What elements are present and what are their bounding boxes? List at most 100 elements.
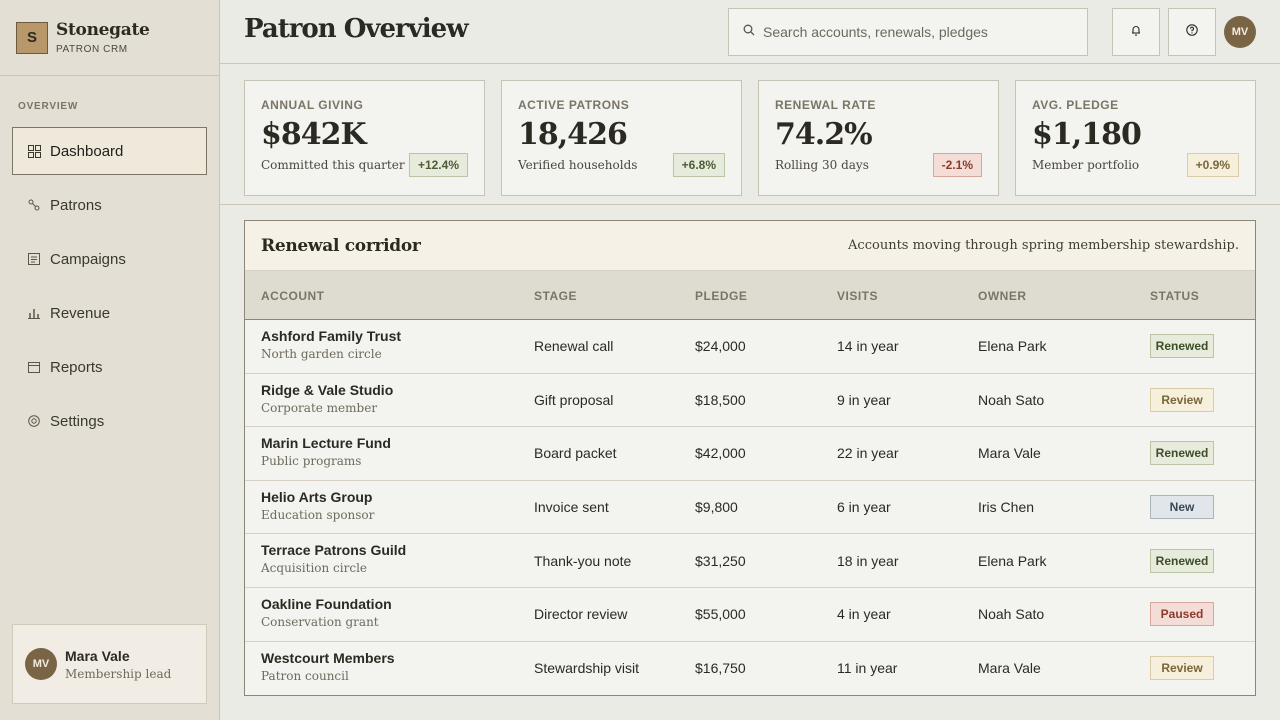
card-header: Renewal corridor Accounts moving through…	[245, 221, 1255, 271]
kpi-label: ANNUAL GIVING	[261, 98, 364, 112]
sidebar-item-label: Reports	[50, 358, 103, 376]
column-header-stage[interactable]: STAGE	[534, 289, 577, 303]
status-badge: Renewed	[1150, 548, 1214, 573]
visits-cell: 9 in year	[837, 391, 891, 408]
header-avatar[interactable]: MV	[1224, 16, 1256, 48]
kpi-subtitle: Verified households	[518, 158, 638, 172]
table-row[interactable]: Ashford Family Trust North garden circle …	[245, 320, 1255, 374]
sidebar-item-label: Patrons	[50, 196, 102, 214]
status-badge: Renewed	[1150, 334, 1214, 359]
help-icon	[1186, 23, 1198, 41]
account-name[interactable]: Marin Lecture Fund	[261, 435, 391, 452]
sidebar-nav: Dashboard Patrons Campaigns Revenue Repo…	[12, 127, 207, 451]
search-input[interactable]	[763, 24, 1083, 40]
column-header-visits[interactable]: VISITS	[837, 289, 879, 303]
table-row[interactable]: Helio Arts Group Education sponsor Invoic…	[245, 481, 1255, 535]
kpi-value: 18,426	[518, 117, 628, 152]
sidebar-item-label: Revenue	[50, 304, 111, 322]
sidebar-item-reports[interactable]: Reports	[12, 343, 207, 391]
sidebar: S Stonegate PATRON CRM OVERVIEW Dashboar…	[0, 0, 220, 720]
column-header-account[interactable]: ACCOUNT	[261, 289, 325, 303]
account-name[interactable]: Ridge & Vale Studio	[261, 381, 394, 398]
sidebar-item-label: Campaigns	[50, 250, 126, 268]
visits-cell: 22 in year	[837, 445, 899, 462]
visits-cell: 6 in year	[837, 499, 891, 516]
column-header-pledge[interactable]: PLEDGE	[695, 289, 748, 303]
kpi-card-renewal-rate[interactable]: RENEWAL RATE 74.2% Rolling 30 days -2.1%	[758, 80, 999, 196]
sidebar-item-campaigns[interactable]: Campaigns	[12, 235, 207, 283]
top-header: Patron Overview MV	[220, 0, 1280, 64]
owner-cell: Mara Vale	[978, 445, 1041, 462]
grid-icon	[27, 144, 41, 158]
visits-cell: 11 in year	[837, 660, 898, 677]
brand-name: Stonegate	[56, 20, 150, 40]
visits-cell: 18 in year	[837, 552, 899, 569]
sidebar-item-settings[interactable]: Settings	[12, 397, 207, 445]
card-title: Renewal corridor	[261, 235, 421, 256]
owner-cell: Elena Park	[978, 552, 1047, 569]
sidebar-item-label: Settings	[50, 412, 105, 430]
notifications-button[interactable]	[1112, 8, 1160, 56]
brand[interactable]: S Stonegate PATRON CRM	[0, 0, 219, 76]
account-segment: Patron council	[261, 668, 349, 683]
sidebar-item-dashboard[interactable]: Dashboard	[12, 127, 207, 175]
account-name[interactable]: Ashford Family Trust	[261, 328, 402, 344]
pledge-cell: $9,800	[695, 499, 738, 516]
owner-cell: Noah Sato	[978, 391, 1045, 408]
user-profile-card[interactable]: MV Mara Vale Membership lead	[12, 624, 207, 704]
visits-cell: 4 in year	[837, 606, 891, 623]
target-icon	[27, 414, 41, 428]
stage-cell: Stewardship visit	[534, 660, 640, 677]
stage-cell: Renewal call	[534, 338, 614, 355]
account-segment: Public programs	[261, 454, 362, 469]
table-row[interactable]: Marin Lecture Fund Public programs Board …	[245, 427, 1255, 481]
table-body: Ashford Family Trust North garden circle …	[245, 320, 1255, 695]
kpi-card-avg-pledge[interactable]: AVG. PLEDGE $1,180 Member portfolio +0.9…	[1015, 80, 1256, 196]
column-header-status[interactable]: STATUS	[1150, 289, 1200, 303]
table-row[interactable]: Oakline Foundation Conservation grant Dir…	[245, 588, 1255, 642]
account-name[interactable]: Oakline Foundation	[261, 595, 392, 612]
user-role: Membership lead	[65, 666, 172, 681]
kpi-delta-badge: -2.1%	[932, 153, 982, 177]
search-icon	[743, 23, 755, 41]
pledge-cell: $55,000	[695, 606, 746, 623]
brand-logo: S	[16, 21, 48, 54]
help-button[interactable]	[1168, 8, 1216, 56]
brand-subtitle: PATRON CRM	[56, 44, 128, 55]
nav-section-label: OVERVIEW	[18, 101, 79, 112]
bar-chart-icon	[27, 306, 41, 320]
kpi-subtitle: Member portfolio	[1032, 158, 1140, 172]
sidebar-item-patrons[interactable]: Patrons	[12, 181, 207, 229]
kpi-value: $842K	[261, 117, 367, 152]
account-segment: Acquisition circle	[261, 561, 368, 576]
visits-cell: 14 in year	[837, 338, 899, 355]
card-icon	[27, 360, 41, 374]
sidebar-item-label: Dashboard	[50, 142, 124, 160]
owner-cell: Iris Chen	[978, 499, 1035, 516]
kpi-label: AVG. PLEDGE	[1032, 98, 1119, 112]
search-box[interactable]	[728, 8, 1088, 56]
account-name[interactable]: Helio Arts Group	[261, 488, 373, 505]
table-row[interactable]: Westcourt Members Patron council Stewards…	[245, 642, 1255, 696]
table-row[interactable]: Ridge & Vale Studio Corporate member Gift…	[245, 374, 1255, 428]
bell-icon	[1131, 23, 1141, 41]
account-name[interactable]: Westcourt Members	[261, 649, 395, 666]
kpi-label: ACTIVE PATRONS	[518, 98, 630, 112]
stage-cell: Director review	[534, 606, 628, 623]
status-badge: Review	[1150, 387, 1214, 412]
owner-cell: Mara Vale	[978, 660, 1041, 677]
list-icon	[27, 252, 41, 266]
account-name[interactable]: Terrace Patrons Guild	[261, 542, 407, 559]
owner-cell: Elena Park	[978, 338, 1047, 355]
table-header: ACCOUNT STAGE PLEDGE VISITS OWNER STATUS	[245, 271, 1255, 320]
account-segment: Conservation grant	[261, 614, 379, 629]
stage-cell: Thank-you note	[534, 552, 632, 569]
kpi-card-active-patrons[interactable]: ACTIVE PATRONS 18,426 Verified household…	[501, 80, 742, 196]
pledge-cell: $24,000	[695, 338, 746, 355]
sidebar-item-revenue[interactable]: Revenue	[12, 289, 207, 337]
link-icon	[27, 198, 41, 212]
kpi-value: 74.2%	[775, 117, 873, 152]
table-row[interactable]: Terrace Patrons Guild Acquisition circle …	[245, 534, 1255, 588]
kpi-card-annual-giving[interactable]: ANNUAL GIVING $842K Committed this quart…	[244, 80, 485, 196]
column-header-owner[interactable]: OWNER	[978, 289, 1027, 303]
